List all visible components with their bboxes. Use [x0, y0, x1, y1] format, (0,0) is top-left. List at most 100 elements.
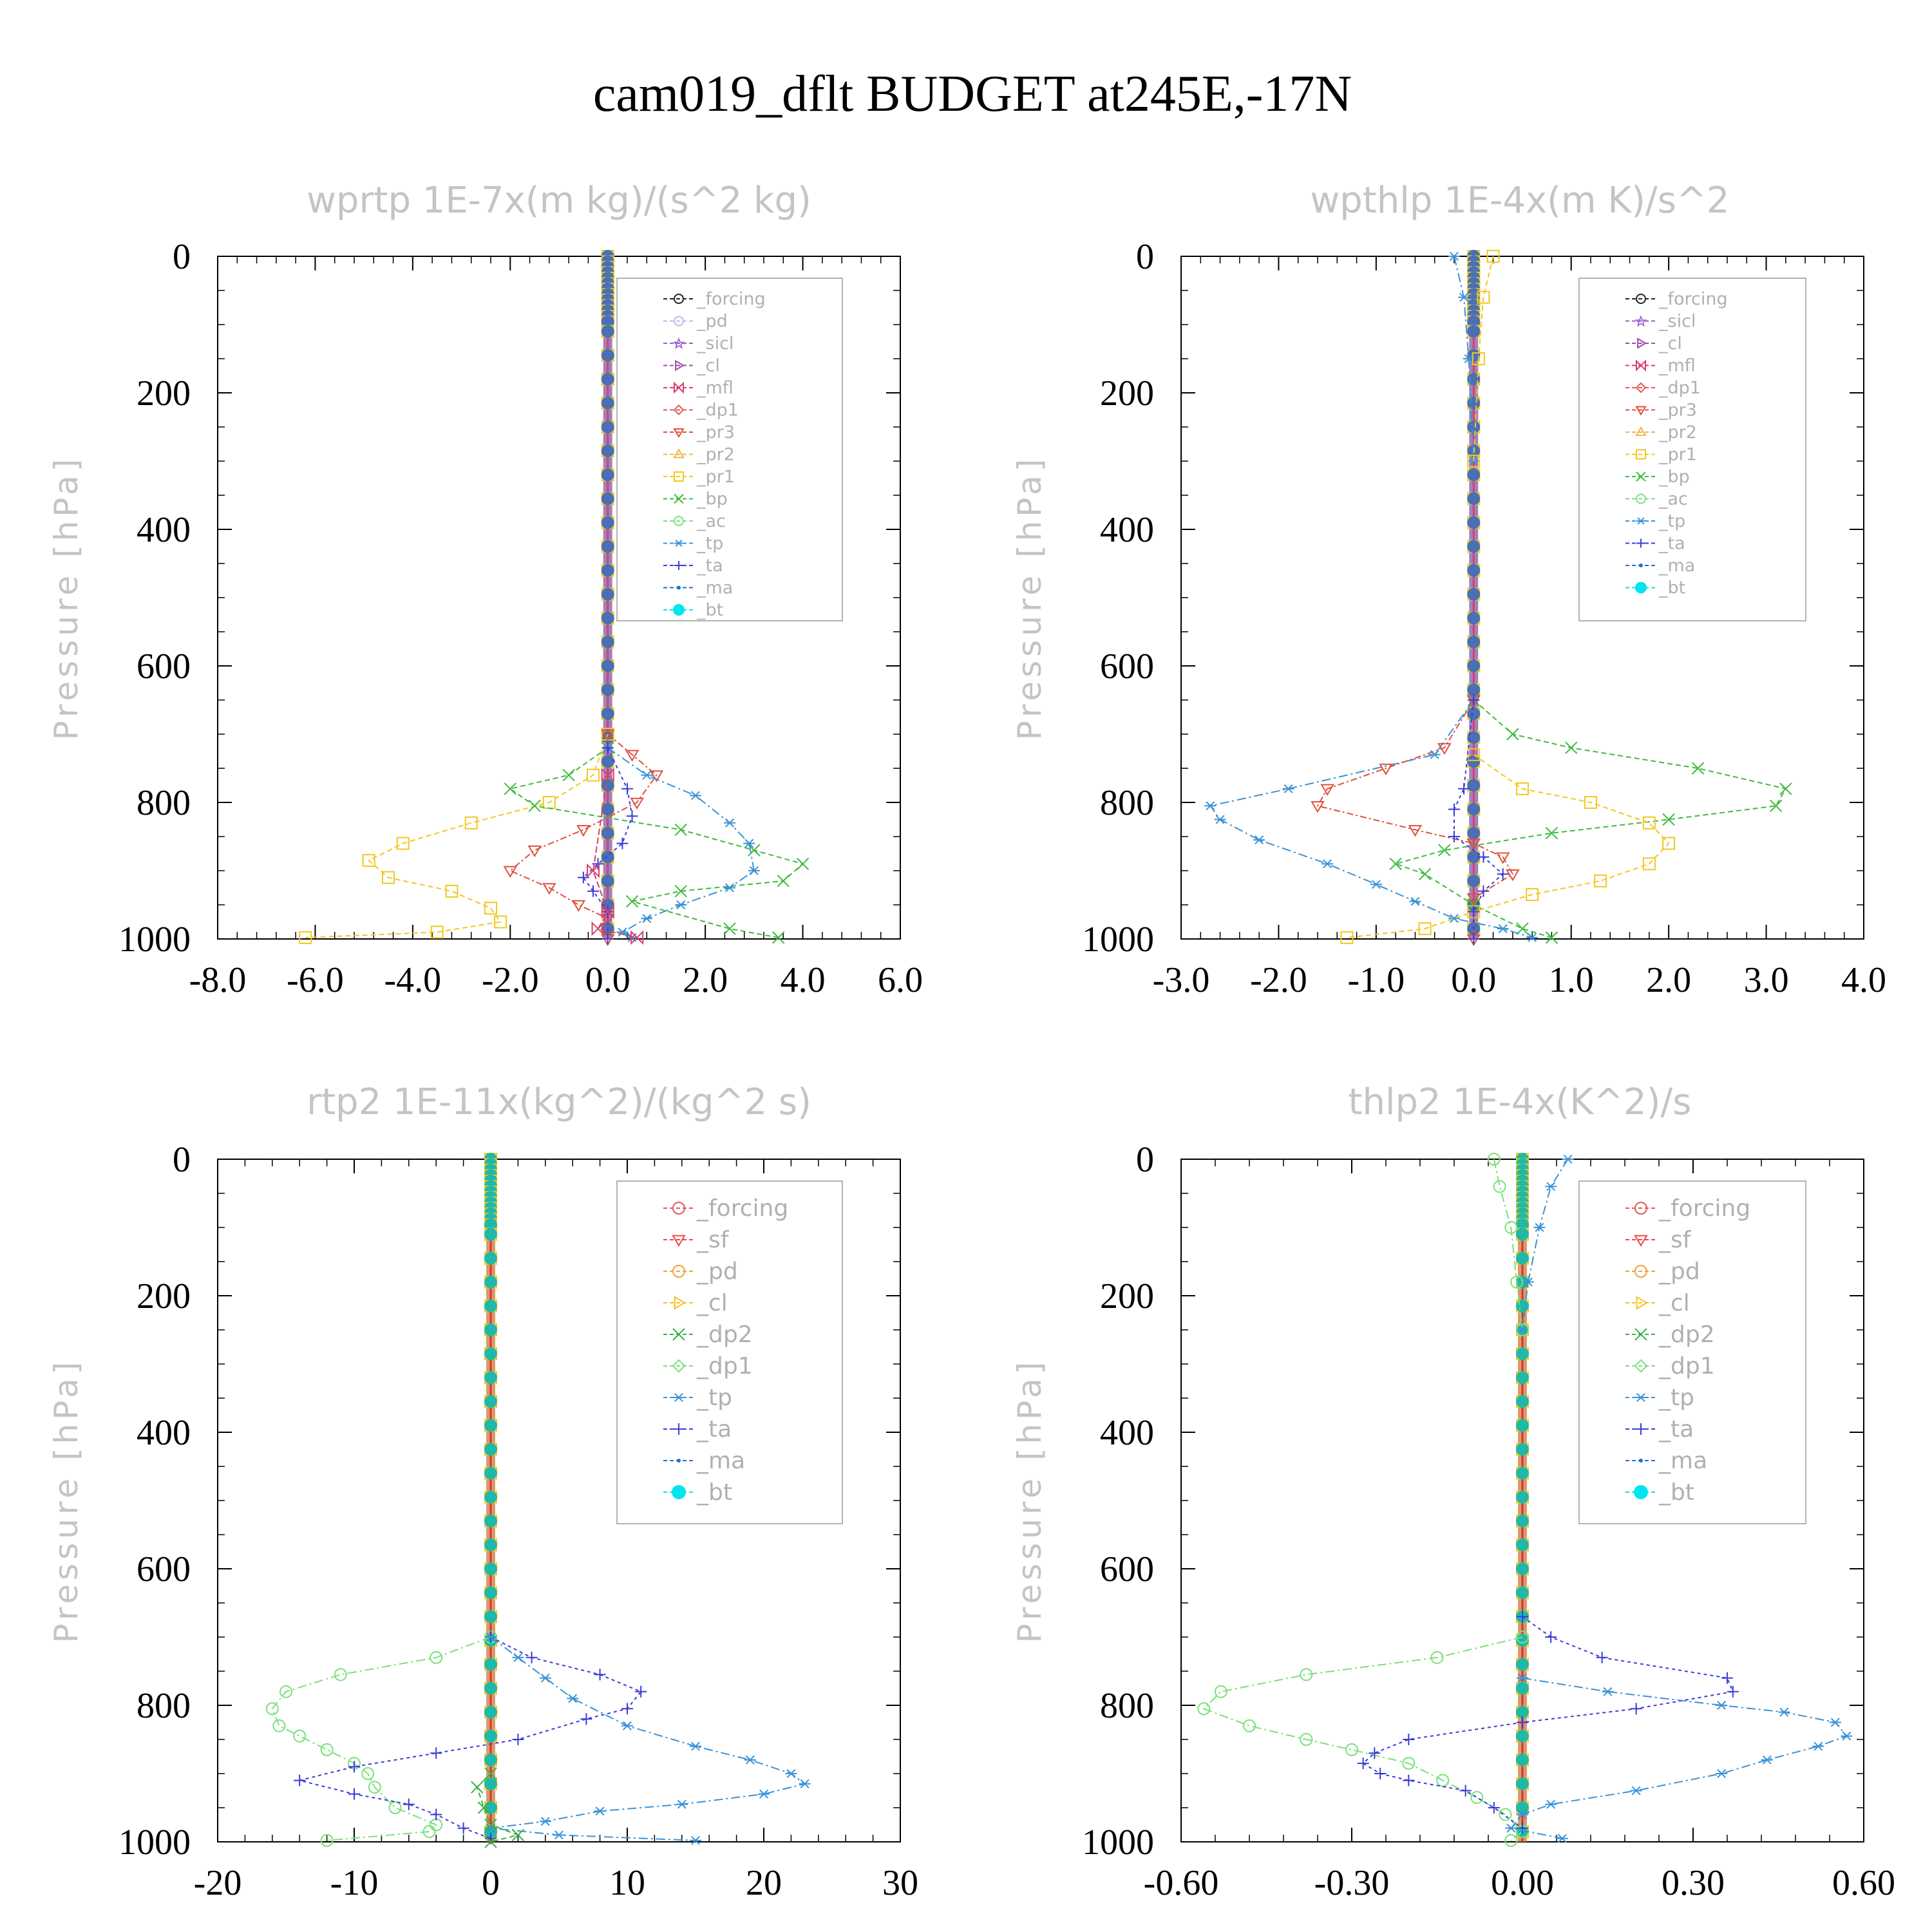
- data-point_bp: [1389, 857, 1402, 871]
- data-point_tp_top: [1562, 1154, 1574, 1164]
- legend-label: _forcing: [1658, 1195, 1750, 1222]
- legend-item: _ma: [663, 578, 733, 598]
- y-axis-label: Pressure [hPa]: [1011, 1358, 1048, 1643]
- zero-marker-dot: [601, 755, 614, 768]
- data-point_pr1: [464, 816, 478, 829]
- legend-marker: [1636, 294, 1646, 304]
- series-line_tp: [607, 747, 755, 938]
- series_tp_top: [1517, 1154, 1574, 1335]
- data-point_tp: [594, 1806, 606, 1816]
- legend-label: _dp1: [696, 1353, 753, 1379]
- legend-marker: [677, 1459, 681, 1463]
- zero-marker-dot: [1516, 1347, 1529, 1361]
- data-point_pr3: [527, 845, 542, 858]
- zero-marker-dot: [484, 1251, 497, 1265]
- series-line_dp2: [476, 1773, 520, 1842]
- x-tick-label: -6.0: [287, 960, 344, 1000]
- zero-marker-dot: [484, 1275, 497, 1289]
- data-point_ta: [587, 885, 599, 897]
- data-point_tp_top: [1458, 292, 1470, 302]
- data-point_ta: [1517, 1822, 1528, 1834]
- data-point_dp1: [1300, 1668, 1313, 1681]
- data-point_pr3: [600, 729, 615, 741]
- legend-marker: [1635, 1423, 1647, 1435]
- legend-label: _ta: [696, 556, 723, 576]
- legend-item: _ma: [1625, 1448, 1707, 1474]
- data-point_dp1: [1470, 1791, 1484, 1804]
- data-point_tp: [553, 1830, 565, 1840]
- x-tick-label: -0.30: [1314, 1863, 1390, 1903]
- data-point_tp: [743, 838, 755, 848]
- x-tick-label: 1.0: [1549, 960, 1594, 1000]
- legend-marker: [1636, 1296, 1648, 1310]
- x-tick-label: -10: [330, 1863, 379, 1903]
- legend-marker: [672, 1202, 685, 1215]
- y-axis-label: Pressure [hPa]: [48, 1358, 85, 1643]
- data-point_tp: [1556, 1833, 1568, 1843]
- data-point_ta: [1448, 831, 1460, 842]
- data-point_dp1_top: [1516, 1323, 1529, 1336]
- data-point_dp1: [279, 1685, 292, 1698]
- data-point_dp1: [388, 1801, 402, 1814]
- data-point_ta: [1403, 1734, 1415, 1745]
- zero-marker-dot: [1516, 1395, 1529, 1408]
- legend-marker: [672, 1359, 686, 1373]
- series-line_pr1_top: [1473, 256, 1494, 462]
- data-point_bp: [1516, 922, 1529, 935]
- series_dp1: [265, 1631, 497, 1847]
- series_pr1: [1340, 748, 1676, 944]
- series_dp2: [471, 1767, 525, 1848]
- y-tick-label: 200: [1100, 374, 1154, 413]
- data-point_pr1: [1418, 922, 1432, 936]
- series-line_pr3: [509, 734, 658, 939]
- zero-marker-dot: [484, 1753, 497, 1766]
- legend-label: _cl: [1658, 334, 1682, 354]
- data-point_pr1_top: [1472, 352, 1485, 365]
- legend-label: _dp2: [1658, 1321, 1715, 1348]
- zero-marker-dot: [601, 587, 614, 601]
- legend-item: _pr3: [663, 422, 735, 442]
- data-point_ta: [526, 1651, 538, 1663]
- zero-marker-dot: [1516, 1777, 1529, 1790]
- legend-marker: [1636, 517, 1645, 525]
- legend-marker: [672, 337, 685, 349]
- legend-item: _forcing: [663, 1195, 788, 1222]
- data-point_pr1: [1584, 796, 1597, 809]
- zero-marker-dot: [1467, 611, 1481, 625]
- data-point_ta: [1596, 1651, 1608, 1663]
- data-point_ta: [601, 933, 614, 945]
- data-point_ta: [1448, 803, 1460, 815]
- legend-label: _ma: [696, 1448, 745, 1474]
- legend-marker: [675, 359, 685, 372]
- data-point_tp: [1409, 896, 1421, 906]
- zero-marker-dot: [601, 564, 614, 577]
- data-point_tp: [567, 1694, 579, 1703]
- zero-marker-dot: [1516, 1538, 1529, 1551]
- legend: _forcing _sf _pd _cl _dp2 _dp1 _tp _ta _ma _bt: [616, 1180, 843, 1524]
- x-tick-label: -2.0: [1250, 960, 1307, 1000]
- series-line_pr1: [305, 734, 609, 938]
- legend-marker: [1636, 359, 1646, 372]
- legend-item: _pr1: [663, 467, 735, 487]
- data-point_pr1: [396, 837, 410, 850]
- legend-item: _tp: [663, 1385, 732, 1411]
- data-point_dp1: [1516, 1631, 1529, 1643]
- data-point_tp: [690, 1741, 701, 1751]
- data-point_pr1: [1642, 857, 1656, 871]
- panel-title: rtp2 1E-11x(kg^2)/(kg^2 s): [307, 1081, 811, 1123]
- x-tick-label: 0.30: [1662, 1863, 1725, 1903]
- x-tick-label: 4.0: [781, 960, 826, 1000]
- data-point_tp: [1428, 750, 1441, 759]
- x-tick-label: 6.0: [878, 960, 923, 1000]
- data-point_ta: [1374, 1768, 1387, 1779]
- data-point_ta: [1477, 885, 1490, 897]
- data-point_ta: [402, 1798, 415, 1810]
- data-point_bp: [1662, 813, 1675, 826]
- zero-marker-dot: [1516, 1371, 1529, 1385]
- legend-label: _ac: [696, 511, 726, 531]
- data-point_pr1: [1662, 837, 1676, 850]
- legend-label: _pr2: [1658, 422, 1697, 442]
- panel-1: wprtp 1E-7x(m kg)/(s^2 kg) Pressure [hPa]…: [48, 180, 923, 1000]
- data-point_tp: [539, 1817, 551, 1826]
- data-point_dp1: [422, 1825, 436, 1839]
